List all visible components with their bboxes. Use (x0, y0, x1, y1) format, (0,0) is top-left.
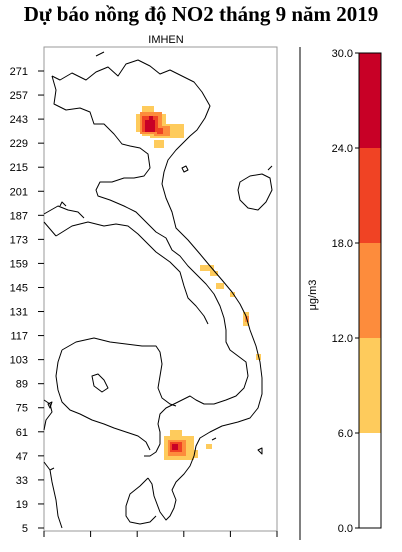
y-tick-label: 257 (10, 90, 28, 102)
map-frame (43, 46, 278, 532)
y-tick-label: 117 (10, 331, 28, 343)
colorbar-band (359, 338, 381, 433)
colorbar-band (359, 148, 381, 243)
colorbar-tick-label: 30.0 (332, 48, 353, 60)
source-label: IMHEN (148, 34, 184, 46)
no2-hotspot-central-north (200, 265, 235, 297)
y-tick-label: 89 (16, 379, 28, 391)
y-tick-label: 47 (16, 451, 28, 463)
y-tick-label: 173 (10, 234, 28, 246)
y-tick-label: 19 (16, 499, 28, 511)
y-tick-label: 271 (10, 66, 28, 78)
colorbar-frame (358, 52, 382, 529)
colorbar-band (359, 433, 381, 528)
no2-hotspot-hcmc (164, 430, 212, 460)
colorbar: 30.0 24.0 18.0 12.0 6.0 0.0 (332, 48, 382, 535)
y-tick-label: 103 (10, 355, 28, 367)
y-tick-label: 159 (10, 258, 28, 270)
y-tick-label: 187 (10, 210, 28, 222)
y-tick-label: 201 (10, 186, 28, 198)
y-tick-label: 61 (16, 427, 28, 439)
y-tick-label: 229 (10, 138, 28, 150)
y-tick-label: 5 (22, 523, 28, 535)
no2-hotspot-hanoi (136, 106, 184, 148)
page-title: Dự báo nồng độ NO2 tháng 9 năm 2019 (23, 2, 379, 26)
y-tick-label: 145 (10, 282, 28, 294)
colorbar-band (359, 53, 381, 148)
y-tick-label: 75 (16, 403, 28, 415)
x-axis (43, 531, 278, 537)
colorbar-tick-label: 6.0 (338, 428, 353, 440)
country-borders (43, 51, 273, 529)
colorbar-tick-label: 0.0 (338, 523, 353, 535)
y-tick-label: 215 (10, 162, 28, 174)
colorbar-band (359, 243, 381, 338)
y-tick-label: 243 (10, 114, 28, 126)
y-tick-label: 131 (10, 307, 28, 319)
colorbar-tick-label: 12.0 (332, 333, 353, 345)
colorbar-tick-label: 18.0 (332, 238, 353, 250)
colorbar-tick-label: 24.0 (332, 143, 353, 155)
unit-label: μg/m3 (307, 280, 319, 311)
y-axis: 271 257 243 229 215 201 187 173 159 145 131 117 103 8… (10, 66, 44, 535)
y-tick-label: 33 (16, 475, 28, 487)
